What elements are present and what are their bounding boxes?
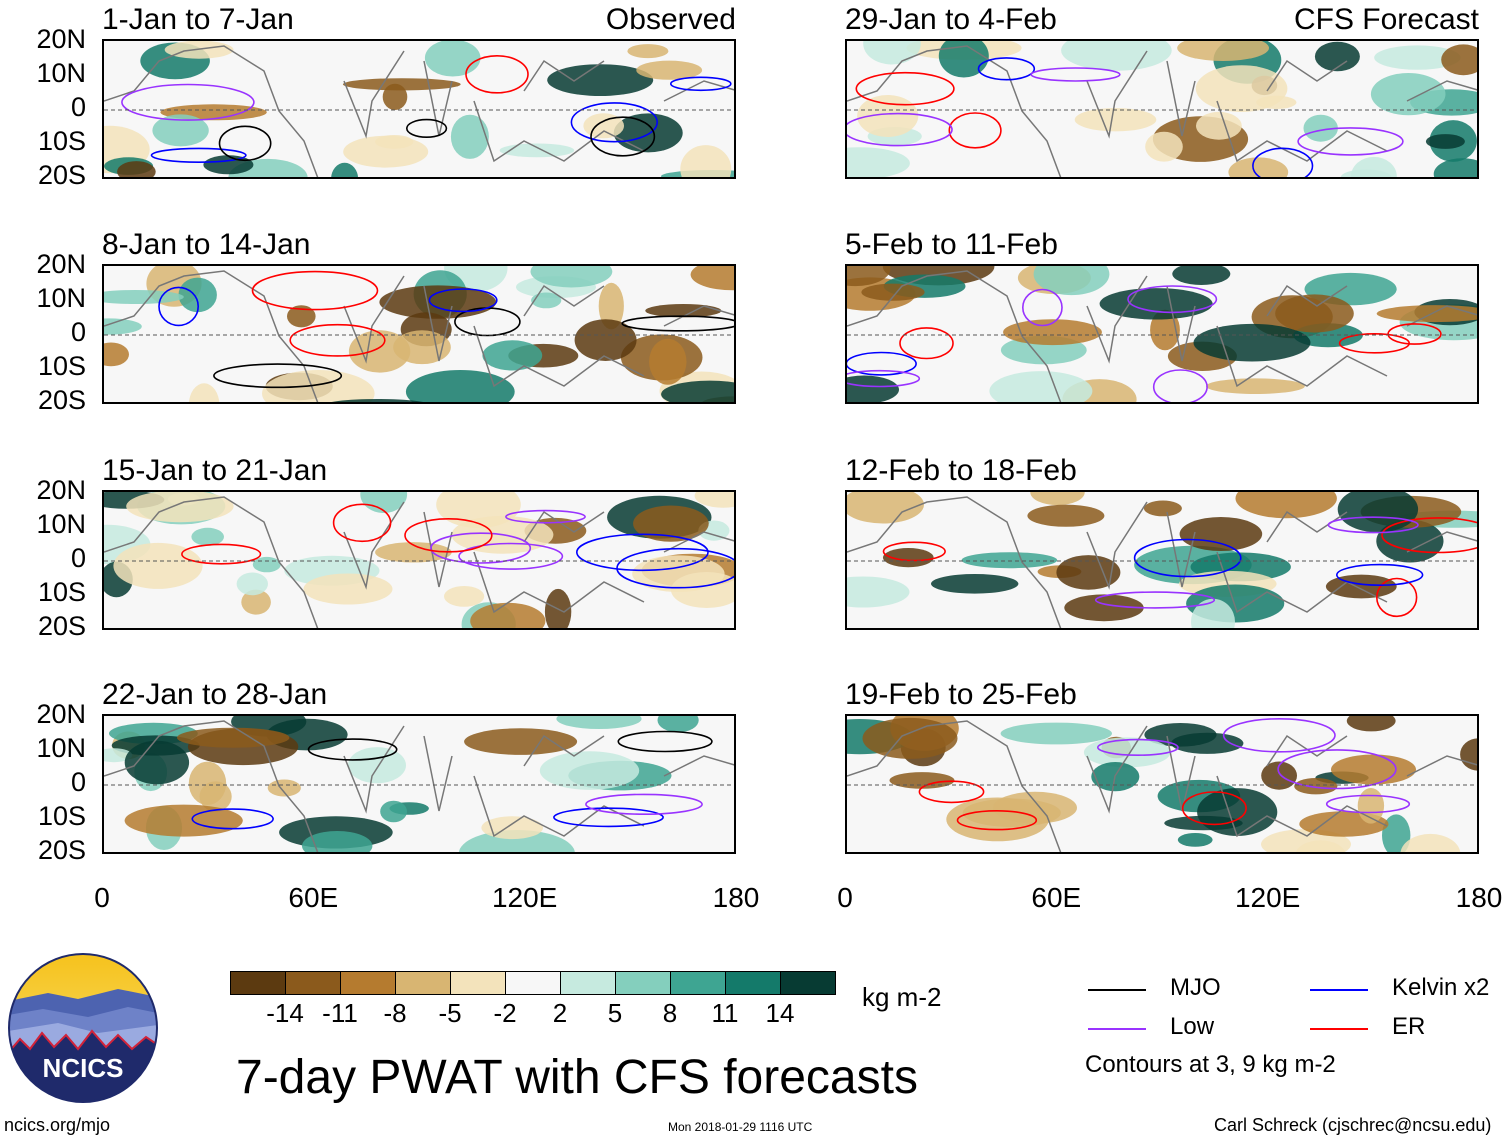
colorbar-swatch [450,971,506,995]
panel-title: 29-Jan to 4-Feb [845,3,1057,36]
panel-title: 19-Feb to 25-Feb [845,678,1077,711]
lat-label: 10S [37,577,86,607]
lat-label: 0 [70,92,86,122]
lon-label: 120E [491,882,558,913]
colorbar-swatch [340,971,396,995]
legend-er-line [1310,1028,1368,1030]
panel-title: 8-Jan to 14-Jan [102,228,311,261]
legend-low-label: Low [1170,1013,1215,1040]
colorbar-swatch [725,971,781,995]
panel-source-label: Observed [605,3,736,36]
lat-label: 20S [37,611,86,641]
lat-label: 10S [37,801,86,831]
lat-label: 10N [36,58,86,88]
lat-label: 20N [36,475,86,505]
map-panel [102,714,736,854]
lat-label: 20S [37,160,86,190]
map-panel [845,714,1479,854]
colorbar-swatch [285,971,341,995]
lat-label: 20N [36,249,86,279]
colorbar-swatch [505,971,561,995]
colorbar-units: kg m-2 [862,982,942,1012]
colorbar-swatch [395,971,451,995]
legend-kelvin-label: Kelvin x2 [1392,974,1490,1001]
legend-low-line [1088,1028,1146,1030]
map-panel [845,264,1479,404]
panel-title: 12-Feb to 18-Feb [845,454,1077,487]
lon-label: 180 [712,882,760,913]
colorbar-tick-label: 2 [552,998,568,1028]
map-panel [845,490,1479,630]
lat-label: 20S [37,835,86,865]
colorbar-tick-label: -14 [266,998,304,1028]
colorbar-swatch [615,971,671,995]
map-panel [102,39,736,179]
colorbar-swatch [670,971,726,995]
lat-label: 0 [70,543,86,573]
legend-contour-note: Contours at 3, 9 kg m-2 [1085,1051,1336,1078]
lat-label: 0 [70,767,86,797]
legend-mjo-line [1088,989,1146,991]
lon-label: 120E [1234,882,1301,913]
colorbar-swatch [780,971,836,995]
ncics-logo: NCICS [8,953,158,1103]
legend-kelvin-line [1310,989,1368,991]
footer-timestamp: Mon 2018-01-29 1116 UTC [668,1120,813,1134]
footer-author: Carl Schreck (cjschrec@ncsu.edu) [1214,1115,1492,1135]
panel-title: 15-Jan to 21-Jan [102,454,328,487]
colorbar-tick-label: -5 [438,998,462,1028]
colorbar-swatch [230,971,286,995]
map-panel [102,490,736,630]
lat-label: 10S [37,126,86,156]
lon-label: 0 [837,882,853,913]
lat-label: 10N [36,509,86,539]
colorbar-tick-label: -2 [493,998,517,1028]
footer-site-link[interactable]: ncics.org/mjo [4,1115,111,1135]
panel-source-label: CFS Forecast [1293,3,1479,36]
lat-label: 20N [36,24,86,54]
colorbar-tick-label: 8 [662,998,678,1028]
lon-label: 60E [288,882,339,913]
lat-label: 20N [36,699,86,729]
legend-er-label: ER [1392,1013,1426,1040]
lon-label: 180 [1455,882,1503,913]
map-panel [102,264,736,404]
lon-label: 60E [1031,882,1082,913]
lat-label: 0 [70,317,86,347]
map-panel [845,39,1479,179]
panel-title: 5-Feb to 11-Feb [845,228,1058,261]
legend-mjo-label: MJO [1170,974,1221,1001]
main-title: 7-day PWAT with CFS forecasts [236,1051,918,1104]
lat-label: 10S [37,351,86,381]
colorbar-tick-label: 14 [765,998,795,1028]
panel-title: 22-Jan to 28-Jan [102,678,328,711]
panel-title: 1-Jan to 7-Jan [102,3,294,36]
colorbar-tick-label: -11 [322,998,358,1028]
lon-label: 0 [94,882,110,913]
logo-text: NCICS [43,1053,124,1083]
lat-label: 10N [36,283,86,313]
colorbar-tick-label: -8 [383,998,407,1028]
colorbar-swatch [560,971,616,995]
colorbar-tick-label: 5 [607,998,623,1028]
lat-label: 10N [36,733,86,763]
lat-label: 20S [37,385,86,415]
colorbar-tick-label: 11 [711,998,739,1028]
